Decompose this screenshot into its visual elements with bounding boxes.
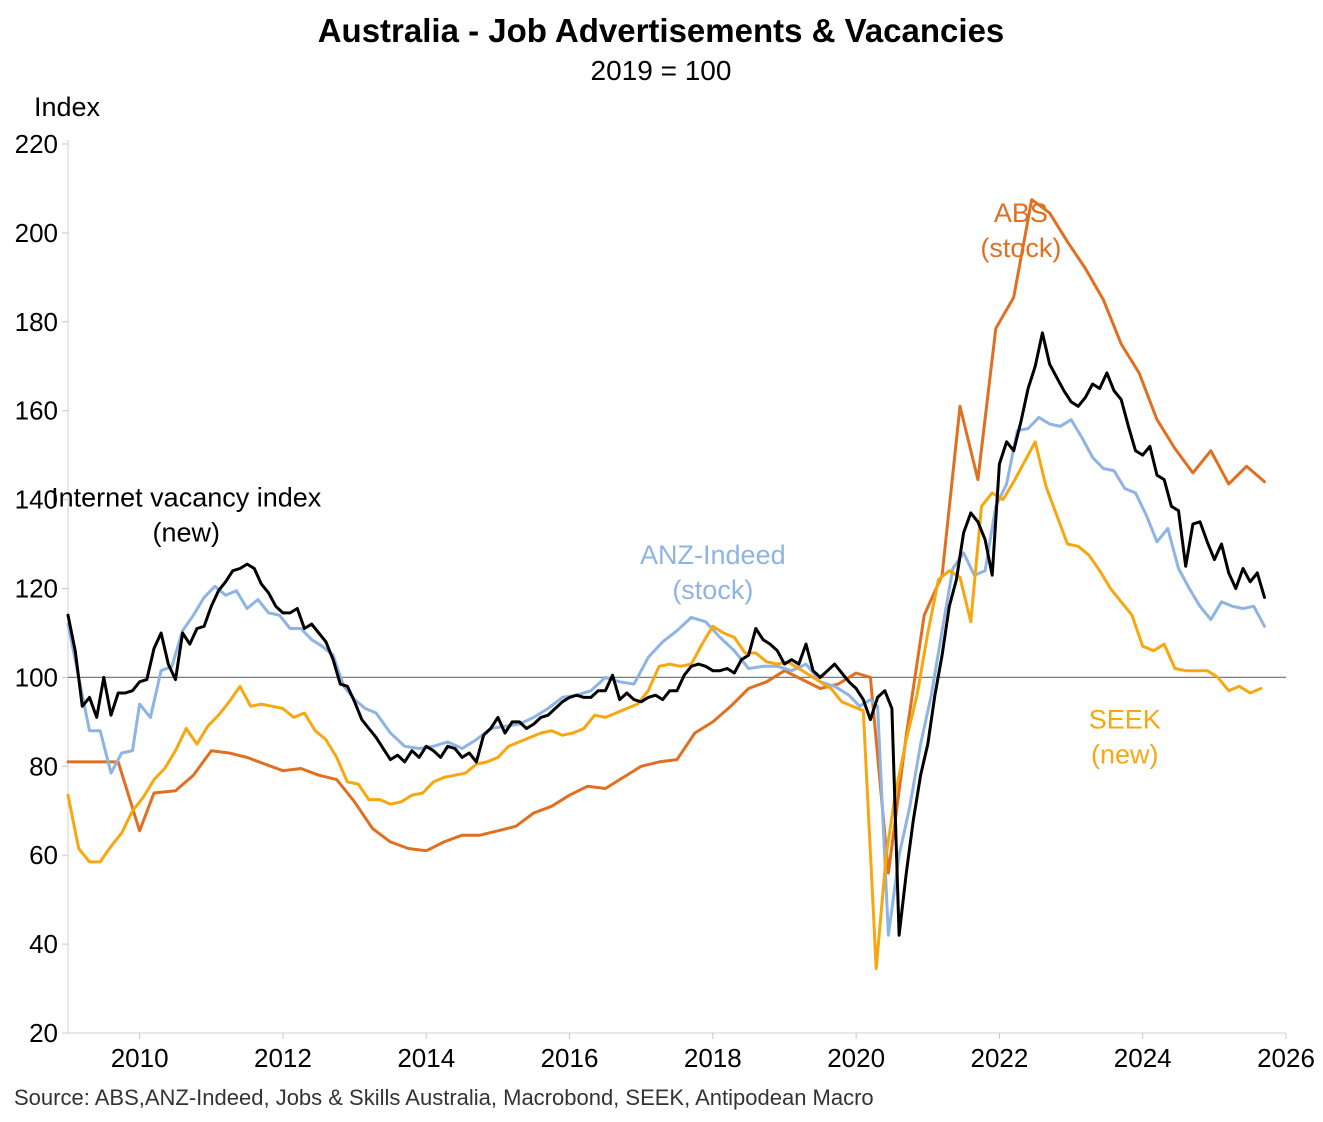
y-tick-label: 200 [15, 218, 58, 248]
source-note: Source: ABS,ANZ-Indeed, Jobs & Skills Au… [14, 1085, 874, 1110]
x-tick-label: 2012 [254, 1043, 312, 1073]
chart-title: Australia - Job Advertisements & Vacanci… [318, 12, 1005, 49]
series-line-ivi [66, 331, 1266, 937]
y-tick-label: 220 [15, 129, 58, 159]
y-tick-label: 180 [15, 307, 58, 337]
x-tick-label: 2014 [397, 1043, 455, 1073]
annotation-abs: ABS (stock) [980, 198, 1061, 263]
y-tick-label: 80 [29, 751, 58, 781]
y-tick-label: 160 [15, 396, 58, 426]
x-tick-label: 2024 [1114, 1043, 1172, 1073]
annotation-anz: ANZ-Indeed (stock) [640, 540, 786, 605]
x-tick-label: 2022 [970, 1043, 1028, 1073]
series-annotations: Internet vacancy index (new) ANZ-Indeed (st… [51, 198, 1161, 770]
x-tick-label: 2016 [541, 1043, 599, 1073]
annotation-seek: SEEK (new) [1089, 705, 1161, 770]
axes [67, 140, 1286, 1034]
y-tick-label: 40 [29, 929, 58, 959]
chart-subtitle: 2019 = 100 [591, 55, 732, 86]
y-tick-label: 100 [15, 662, 58, 692]
y-tick-label: 60 [29, 840, 58, 870]
series-lines [66, 198, 1266, 970]
x-axis-ticks: 2010 2012 2014 2016 2018 2020 2022 2024 2026 [111, 1033, 1315, 1073]
series-line-anz [66, 415, 1266, 937]
x-tick-label: 2018 [684, 1043, 742, 1073]
x-tick-label: 2010 [111, 1043, 169, 1073]
annotation-ivi: Internet vacancy index (new) [51, 482, 322, 547]
series-line-abs [66, 198, 1266, 875]
y-tick-label: 140 [15, 485, 58, 515]
y-axis-label: Index [34, 92, 101, 122]
x-tick-label: 2020 [827, 1043, 885, 1073]
y-tick-label: 20 [29, 1018, 58, 1048]
x-tick-label: 2026 [1257, 1043, 1315, 1073]
y-tick-label: 120 [15, 574, 58, 604]
y-axis-ticks: 20 40 60 80 100 120 140 160 180 200 220 [15, 129, 68, 1048]
series-line-seek [66, 440, 1263, 970]
